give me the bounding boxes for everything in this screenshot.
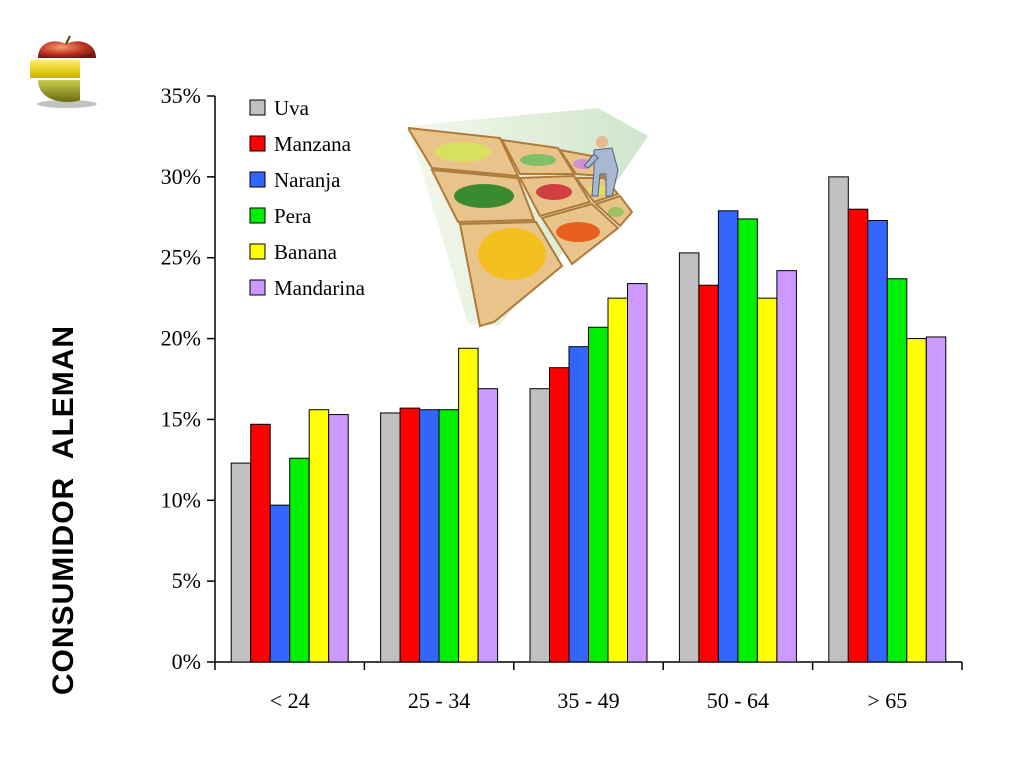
x-tick-label: 35 - 49 (557, 688, 619, 713)
bar-naranja-2 (568, 346, 589, 663)
y-tick-label: 10% (161, 487, 201, 512)
bar-banana-0 (308, 409, 330, 663)
legend-swatch-banana (249, 243, 266, 260)
bar-manzana-1 (399, 407, 421, 663)
y-tick-label: 35% (161, 83, 201, 108)
y-tick-label: 20% (161, 326, 201, 351)
bar-uva-4 (828, 176, 849, 663)
bar-manzana-0 (250, 423, 271, 663)
chart-bars (230, 176, 947, 663)
bar-mandarina-3 (776, 270, 797, 663)
bar-naranja-1 (419, 409, 440, 663)
bar-banana-4 (906, 338, 927, 663)
bar-manzana-4 (847, 208, 869, 663)
bar-uva-2 (529, 388, 550, 663)
y-tick-label: 0% (172, 649, 201, 674)
x-tick-label: 50 - 64 (707, 688, 769, 713)
y-tick-label: 25% (161, 245, 201, 270)
bar-mandarina-1 (477, 388, 499, 663)
legend: Uva Manzana Naranja Pera Banana Mandarina (249, 96, 366, 300)
y-axis-ticks: 0% 5% 10% 15% 20% 25% 30% 35% (161, 83, 215, 674)
legend-label-manzana: Manzana (274, 132, 352, 156)
legend-label-uva: Uva (274, 96, 310, 120)
bar-mandarina-0 (328, 414, 349, 663)
legend-label-mandarina: Mandarina (274, 276, 366, 300)
y-tick-label: 30% (161, 164, 201, 189)
legend-label-pera: Pera (274, 204, 312, 228)
bar-banana-1 (458, 347, 479, 663)
bar-pera-3 (737, 218, 758, 663)
legend-swatch-pera (249, 207, 266, 224)
bar-mandarina-4 (925, 336, 947, 663)
x-axis-labels: < 24 25 - 34 35 - 49 50 - 64 > 65 (214, 662, 963, 713)
bar-pera-4 (886, 278, 908, 663)
legend-swatch-mandarina (249, 279, 266, 296)
y-tick-label: 5% (172, 568, 201, 593)
bar-pera-1 (438, 409, 460, 663)
y-tick-label: 15% (161, 406, 201, 431)
x-tick-label: < 24 (270, 688, 310, 713)
bar-naranja-3 (717, 210, 739, 663)
bar-pera-2 (588, 326, 609, 663)
bar-banana-2 (607, 297, 628, 663)
legend-swatch-manzana (249, 135, 266, 152)
fruit-logo-icon (30, 35, 97, 108)
bar-uva-1 (380, 412, 401, 663)
bar-uva-0 (230, 462, 252, 663)
legend-swatch-uva (249, 99, 266, 116)
bar-uva-3 (678, 252, 700, 663)
bar-banana-3 (756, 297, 778, 663)
legend-swatch-naranja (249, 171, 266, 188)
bar-manzana-2 (549, 367, 570, 663)
bar-naranja-0 (269, 504, 291, 663)
bar-pera-0 (289, 457, 310, 663)
legend-label-naranja: Naranja (274, 168, 341, 192)
fruit-market-illustration (408, 108, 648, 328)
legend-label-banana: Banana (274, 240, 338, 264)
bar-naranja-4 (867, 220, 888, 663)
x-tick-label: > 65 (867, 688, 907, 713)
bar-manzana-3 (698, 284, 719, 663)
bar-mandarina-2 (627, 283, 648, 663)
x-tick-label: 25 - 34 (408, 688, 470, 713)
